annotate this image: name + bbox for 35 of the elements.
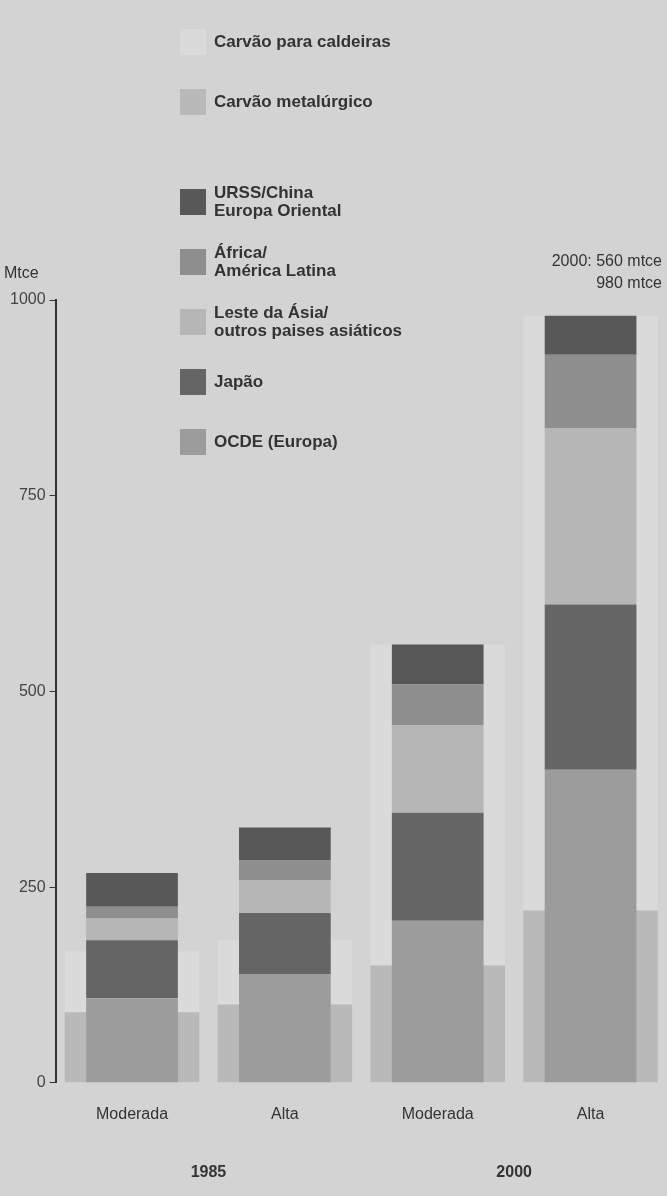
bar (239, 860, 331, 881)
x-tick-label: Alta (271, 1104, 299, 1122)
bar (391, 812, 484, 921)
bar (544, 428, 637, 605)
bar (239, 880, 331, 913)
bar (86, 873, 178, 907)
text: 2000 (496, 1162, 533, 1180)
y-tick-label: 250 (18, 877, 46, 895)
y-axis-title: Mtce (4, 264, 39, 281)
bar (86, 918, 178, 941)
bar (86, 906, 178, 919)
text: 980 mtce (596, 274, 663, 291)
legend-label: África/ América Latina (214, 243, 336, 280)
bar (239, 827, 331, 861)
bar (391, 644, 484, 685)
bar (544, 604, 637, 770)
legend-label: Japão (214, 372, 264, 391)
y-tick-label: 1000 (10, 290, 46, 308)
y-tick-label: 500 (18, 681, 46, 699)
legend-label: Leste da Ásia/ outros paises asiáticos (214, 303, 403, 340)
x-tick-label: Moderada (96, 1104, 169, 1122)
x-tick-label: Alta (576, 1104, 605, 1122)
bar (391, 725, 484, 813)
text: 2000: 560 mtce (551, 252, 663, 269)
legend-label: Carvão para caldeiras (214, 32, 391, 51)
bar (544, 354, 637, 429)
legend-label: OCDE (Europa) (214, 432, 338, 451)
bar (544, 315, 637, 355)
y-tick-label: 750 (18, 486, 46, 504)
x-tick-label: Moderada (401, 1104, 474, 1122)
y-tick-label: 0 (36, 1073, 46, 1091)
legend-label: URSS/China Europa Oriental (214, 183, 342, 220)
bar (391, 684, 484, 726)
text: 1985 (190, 1162, 227, 1180)
legend-label: Carvão metalúrgico (214, 92, 373, 111)
